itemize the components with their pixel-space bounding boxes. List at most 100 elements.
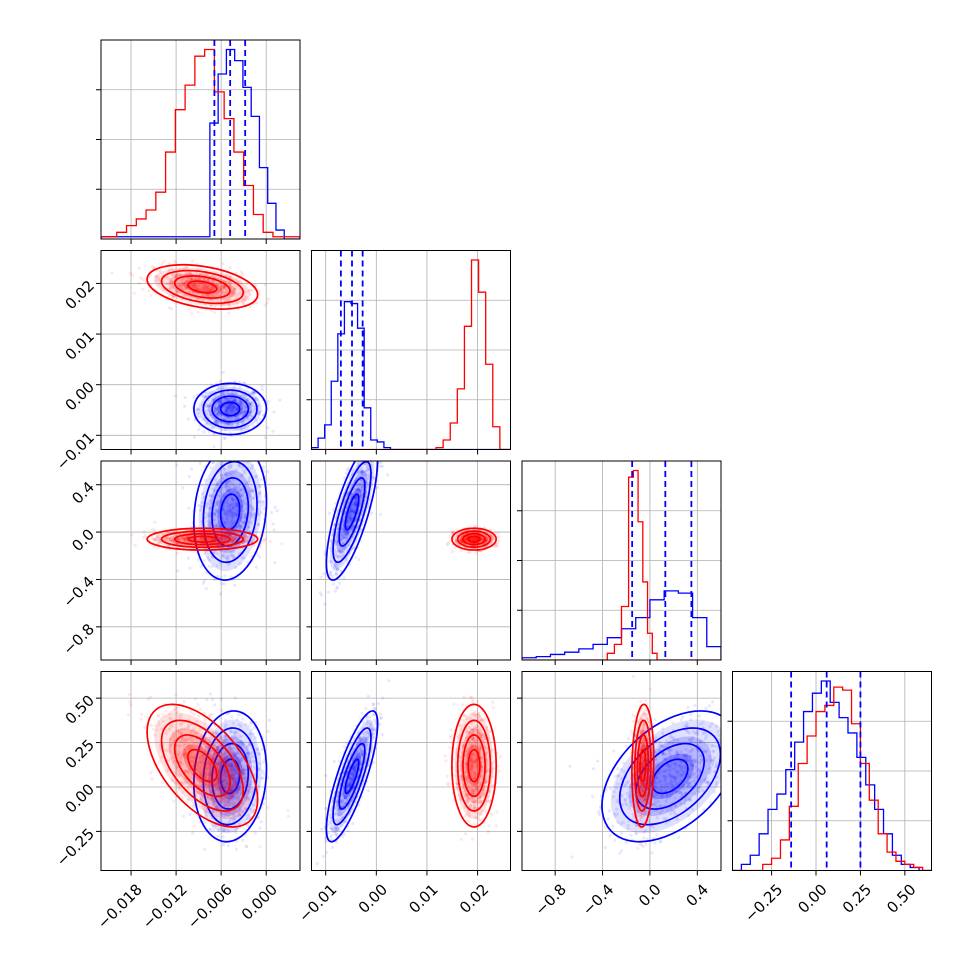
scatter-point: [213, 550, 217, 555]
scatter-point: [350, 508, 354, 512]
scatter-point: [225, 556, 229, 561]
scatter-point: [486, 536, 490, 540]
contour-series-1: [187, 280, 218, 294]
scatter-point: [239, 488, 243, 492]
scatter-point: [232, 399, 236, 403]
scatter-point: [239, 759, 243, 763]
scatter-point: [236, 791, 240, 795]
scatter-point: [354, 488, 358, 493]
scatter-point: [234, 565, 238, 570]
scatter-point: [222, 757, 226, 761]
scatter-point: [218, 760, 222, 764]
scatter-point: [196, 288, 201, 292]
scatter-point: [204, 403, 208, 407]
panel-frame: [100, 39, 301, 240]
scatter-point: [233, 770, 237, 774]
scatter-point: [184, 271, 188, 276]
scatter-point: [234, 513, 238, 517]
scatter-point: [218, 403, 222, 408]
y-tick-label: −0.8: [60, 620, 98, 658]
scatter-point: [358, 482, 362, 486]
scatter-point: [208, 521, 212, 525]
scatter-point: [242, 427, 246, 431]
scatter-point: [249, 401, 253, 405]
scatter-point: [250, 537, 254, 541]
scatter-point: [225, 553, 229, 557]
scatter-point: [204, 404, 209, 408]
scatter-point: [182, 738, 186, 742]
scatter-point: [214, 396, 218, 400]
scatter-point: [208, 692, 213, 696]
scatter-area: [127, 692, 291, 871]
scatter-point: [228, 509, 232, 513]
scatter-point: [185, 272, 189, 276]
scatter-point: [178, 751, 182, 755]
scatter-point: [250, 488, 254, 492]
scatter-point: [210, 287, 214, 291]
scatter-point: [232, 778, 236, 782]
scatter-point: [514, 542, 517, 545]
scatter-point: [150, 537, 154, 541]
scatter-point: [358, 489, 363, 493]
scatter-point: [222, 285, 227, 289]
scatter-point: [243, 768, 247, 772]
scatter-point: [184, 751, 188, 756]
scatter-point: [198, 287, 202, 291]
scatter-point: [168, 539, 172, 543]
scatter-point: [207, 288, 211, 292]
scatter-point: [201, 282, 206, 286]
scatter-point: [248, 402, 253, 406]
scatter-point: [251, 489, 255, 493]
scatter-point: [202, 285, 206, 289]
scatter-point: [349, 509, 353, 513]
scatter-point: [225, 472, 229, 476]
scatter-point: [215, 483, 219, 487]
scatter-point: [226, 800, 230, 804]
scatter-point: [169, 279, 173, 283]
scatter-point: [349, 516, 353, 520]
scatter-point: [217, 405, 221, 409]
scatter-point: [236, 787, 240, 791]
scatter-point: [210, 802, 214, 807]
scatter-point: [175, 551, 179, 556]
scatter-point: [213, 418, 217, 422]
scatter-point: [203, 418, 207, 422]
scatter-point: [207, 507, 211, 511]
scatter-point: [341, 535, 346, 540]
scatter-point: [193, 697, 198, 701]
scatter-point: [202, 430, 206, 434]
scatter-point: [156, 542, 161, 546]
scatter-point: [353, 502, 357, 506]
scatter-point: [222, 802, 226, 806]
hist-panel-0: [96, 39, 301, 244]
scatter-point: [229, 550, 233, 554]
scatter-point: [165, 531, 169, 535]
scatter-point: [209, 828, 213, 832]
scatter-point: [200, 783, 204, 787]
scatter-point: [342, 502, 346, 506]
scatter-point: [233, 735, 237, 739]
scatter-point: [471, 538, 475, 542]
scatter-point: [212, 409, 216, 413]
scatter-point: [379, 464, 383, 468]
scatter-point: [228, 510, 232, 514]
scatter-point: [227, 481, 231, 485]
scatter-point: [250, 513, 254, 518]
scatter-point: [215, 524, 219, 529]
scatter-point: [198, 508, 203, 512]
scatter-point: [198, 537, 202, 541]
scatter-point: [234, 414, 239, 418]
scatter-point: [224, 273, 229, 277]
scatter-point: [343, 500, 347, 504]
scatter-point: [219, 812, 223, 817]
density-fill-series-0: [343, 488, 361, 536]
contour-series-1: [456, 530, 492, 549]
scatter-point: [223, 555, 227, 559]
scatter-point: [263, 283, 267, 287]
scatter-point: [157, 539, 161, 544]
scatter-point: [234, 405, 238, 409]
scatter-point: [225, 407, 229, 411]
scatter-point: [237, 741, 241, 746]
hist-panel-1: [306, 250, 511, 455]
scatter-point: [459, 548, 463, 552]
